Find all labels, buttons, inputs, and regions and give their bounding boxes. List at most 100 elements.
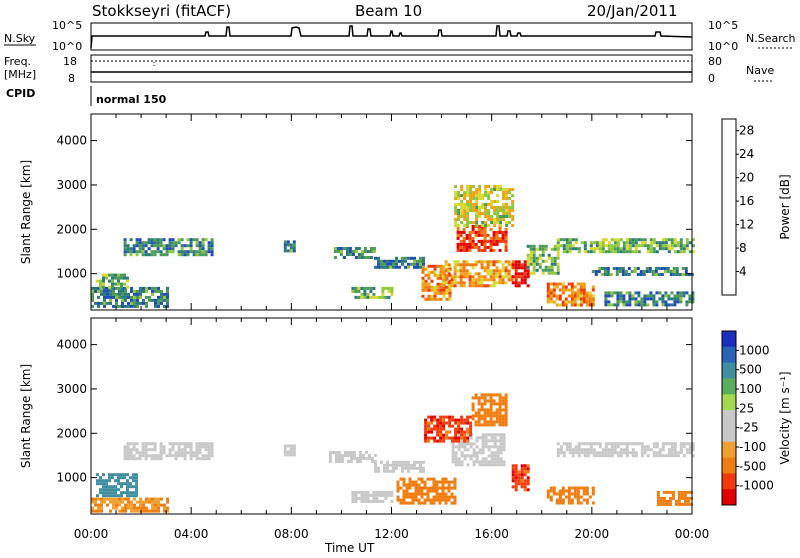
power-cell [510,278,514,282]
power-cell [685,291,689,295]
power-cell [610,238,614,242]
velocity-cell [481,442,485,446]
velocity-cell [132,448,136,452]
power-cell [351,289,355,293]
power-cell [484,194,488,197]
velocity-cell [130,506,133,510]
velocity-cell [416,460,419,464]
power-cell [469,194,473,197]
velocity-cell [422,466,425,470]
velocity-cell [450,480,454,484]
velocity-colorbar-tick-label: 500 [739,363,762,377]
velocity-cell [447,489,451,493]
velocity-colorbar-tick-label: 25 [739,401,754,415]
power-region [123,238,214,257]
velocity-cell [670,445,674,449]
power-cell [472,194,476,197]
nsearch-top-tick: 10^5 [708,19,738,32]
power-cell [544,259,548,263]
velocity-cell [460,436,464,440]
power-cell [183,244,187,248]
power-cell [436,297,440,301]
power-cell [496,218,500,221]
power-cell [478,197,482,200]
velocity-cell [389,469,392,473]
power-cell [123,250,127,254]
power-cell [157,295,160,299]
velocity-cell [643,448,647,452]
power-cell [148,298,151,302]
velocity-cell [523,479,527,483]
power-cell [141,241,145,245]
velocity-cell [340,460,344,463]
power-cell [123,282,126,286]
velocity-ytick-label: 1000 [56,471,87,485]
velocity-cell [474,420,478,424]
power-cell [613,241,617,245]
velocity-cell [429,486,433,490]
velocity-cell [150,442,154,446]
power-cell [360,286,364,290]
power-cell [574,241,578,245]
power-cell [484,209,488,212]
velocity-cell [673,448,677,452]
velocity-cell [183,454,187,458]
velocity-cell [640,454,644,458]
velocity-cell [396,498,400,502]
velocity-cell [568,442,572,446]
power-cell [129,250,133,254]
power-cell [480,278,484,282]
velocity-cell [604,445,608,449]
power-cell [386,265,389,269]
power-cell [658,297,662,301]
velocity-cell [457,448,461,452]
velocity-cell [474,411,478,415]
velocity-cell [102,485,105,489]
power-cell [627,273,631,276]
power-cell [604,300,608,304]
velocity-cell [567,492,571,496]
power-cell [192,250,196,254]
velocity-cell [463,421,467,425]
power-cell [369,256,373,259]
velocity-cell [661,442,665,446]
power-cell [91,289,94,293]
power-cell [133,289,136,293]
power-cell [561,300,565,304]
power-cell [652,297,656,301]
power-cell [118,289,121,293]
power-cell [499,206,503,209]
power-cell [498,239,502,243]
power-cell [447,263,451,267]
power-cell [487,191,491,194]
velocity-cell [139,497,142,501]
velocity-cell [579,501,583,505]
velocity-cell [166,506,169,510]
power-cell [436,291,440,295]
power-cell [691,300,695,304]
velocity-ytick-label: 4000 [56,338,87,352]
velocity-cell [408,492,412,496]
velocity-cell [643,445,647,449]
power-cell [501,269,505,273]
power-cell [459,242,463,246]
power-cell [478,185,482,188]
power-cell [655,244,659,248]
velocity-cell [480,393,484,397]
power-cell [570,285,574,289]
velocity-colorbar-tick-label: 1000 [739,343,770,357]
velocity-cell [141,442,145,446]
power-cell [549,291,553,295]
velocity-cell [469,457,473,461]
power-cell [133,301,136,305]
velocity-cell [417,483,421,487]
power-cell [139,301,142,305]
power-cell [378,295,382,299]
velocity-cell [358,460,362,463]
velocity-cell [151,509,154,513]
velocity-cell [427,439,431,443]
velocity-cell [592,448,596,452]
power-region [556,238,695,254]
power-cell [148,295,151,299]
velocity-cell [689,490,693,494]
